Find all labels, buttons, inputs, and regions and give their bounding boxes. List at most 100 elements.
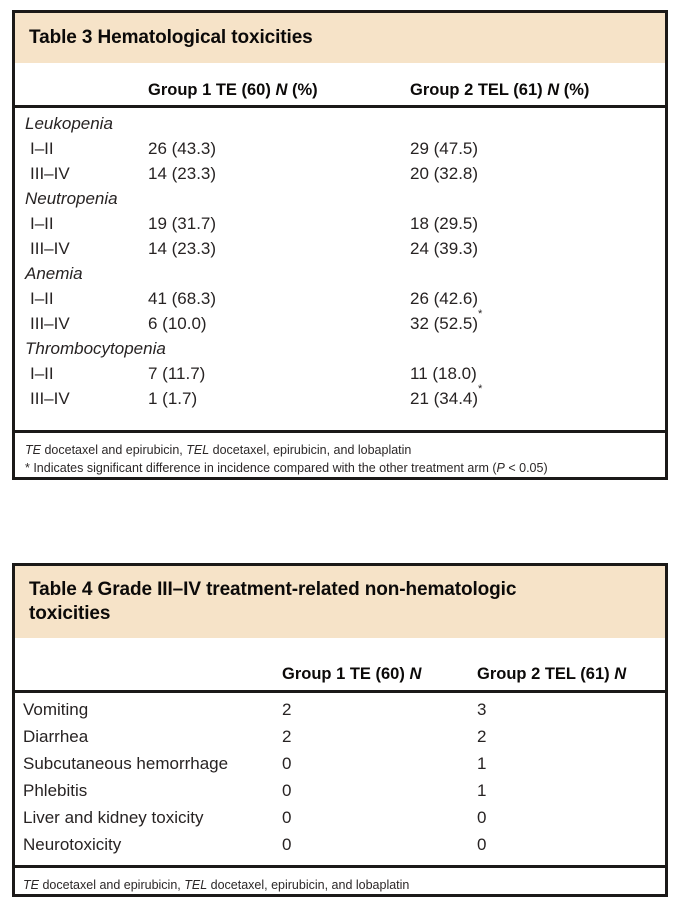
col1-header-n: N bbox=[409, 665, 422, 683]
table-row: Neurotoxicity 0 0 bbox=[15, 831, 665, 858]
table-row: Subcutaneous hemorrhage 0 1 bbox=[15, 750, 665, 777]
row-label: Anemia bbox=[25, 264, 83, 283]
row-value-group2: 21 (34.4)* bbox=[410, 383, 483, 408]
col2-header-pre: Group 2 TEL (61) bbox=[410, 81, 548, 99]
table3-footnote-rule bbox=[15, 430, 665, 433]
row-label: Diarrhea bbox=[23, 727, 89, 746]
table3-card: Table 3 Hematological toxicities Group 1… bbox=[12, 10, 668, 480]
col2-header-n: N bbox=[614, 665, 627, 683]
row-value-group1: 0 bbox=[282, 781, 292, 800]
row-label: Leukopenia bbox=[25, 114, 113, 133]
row-label: I–II bbox=[30, 289, 54, 308]
row-label: Thrombocytopenia bbox=[25, 339, 166, 358]
table4-title: Table 4 Grade III–IV treatment-related n… bbox=[29, 578, 517, 624]
row-value-group1: 14 (23.3) bbox=[148, 239, 217, 258]
row-label: I–II bbox=[30, 214, 54, 233]
row-label: III–IV bbox=[30, 239, 70, 258]
table-row: I–II 7 (11.7) 11 (18.0) bbox=[15, 361, 665, 386]
row-label: Neutropenia bbox=[25, 189, 118, 208]
row-value-group2: 18 (29.5) bbox=[410, 214, 479, 233]
col2-header-n: N bbox=[547, 81, 560, 99]
table-row: I–II 41 (68.3) 26 (42.6) bbox=[15, 286, 665, 311]
col1-header-n: N bbox=[275, 81, 288, 99]
row-value-group1: 0 bbox=[282, 835, 292, 854]
col2-header-post: (%) bbox=[559, 81, 590, 99]
row-value-group1: 2 bbox=[282, 727, 292, 746]
table-row: III–IV 14 (23.3) 24 (39.3) bbox=[15, 236, 665, 261]
table4-footnotes: TE docetaxel and epirubicin, TEL docetax… bbox=[15, 868, 665, 894]
significance-star: * bbox=[478, 383, 483, 396]
row-label: Subcutaneous hemorrhage bbox=[23, 754, 229, 773]
table3-header-rule bbox=[15, 105, 665, 108]
table-row-category: Thrombocytopenia bbox=[15, 336, 665, 361]
table-row: Diarrhea 2 2 bbox=[15, 723, 665, 750]
table3-title: Table 3 Hematological toxicities bbox=[29, 26, 313, 48]
table-row: III–IV 6 (10.0) 32 (52.5)* bbox=[15, 308, 665, 336]
table4-body: Vomiting 2 3 Diarrhea 2 2 Subcutaneous h… bbox=[15, 693, 665, 858]
row-label: III–IV bbox=[30, 389, 70, 408]
table-row: I–II 26 (43.3) 29 (47.5) bbox=[15, 136, 665, 161]
row-value-group1: 7 (11.7) bbox=[148, 364, 206, 383]
row-value-group1: 41 (68.3) bbox=[148, 289, 217, 308]
row-value-group2: 3 bbox=[477, 700, 487, 719]
row-value-group2: 11 (18.0) bbox=[410, 364, 477, 383]
table3-footnote-significance: * Indicates significant difference in in… bbox=[25, 461, 548, 475]
table4-header-rule bbox=[15, 690, 665, 693]
row-value-group2: 0 bbox=[477, 808, 487, 827]
table-row: III–IV 1 (1.7) 21 (34.4)* bbox=[15, 383, 665, 411]
table-row-category: Neutropenia bbox=[15, 186, 665, 211]
row-value-group2: 1 bbox=[477, 781, 487, 800]
row-label: I–II bbox=[30, 364, 54, 383]
row-label: III–IV bbox=[30, 164, 70, 183]
row-value-group2: 0 bbox=[477, 835, 487, 854]
row-label: Liver and kidney toxicity bbox=[23, 808, 204, 827]
table4-title-band: Table 4 Grade III–IV treatment-related n… bbox=[15, 566, 665, 638]
row-label: Neurotoxicity bbox=[23, 835, 122, 854]
row-value-group1: 26 (43.3) bbox=[148, 139, 217, 158]
table3-column-headers: Group 1 TE (60) N (%) Group 2 TEL (61) N… bbox=[15, 63, 665, 105]
col2-header-pre: Group 2 TEL (61) bbox=[477, 665, 615, 683]
table3-col1-header: Group 1 TE (60) N (%) bbox=[148, 81, 410, 100]
table4-column-headers: Group 1 TE (60) N Group 2 TEL (61) N bbox=[15, 638, 665, 690]
table3-footnotes: TE docetaxel and epirubicin, TEL docetax… bbox=[15, 433, 665, 477]
row-value-group2: 32 (52.5)* bbox=[410, 308, 483, 333]
row-value-group1: 2 bbox=[282, 700, 292, 719]
table-row: Liver and kidney toxicity 0 0 bbox=[15, 804, 665, 831]
row-value-group2: 1 bbox=[477, 754, 487, 773]
row-value-group1: 0 bbox=[282, 808, 292, 827]
table4-footnote-rule bbox=[15, 865, 665, 868]
table3-title-band: Table 3 Hematological toxicities bbox=[15, 13, 665, 63]
spacer bbox=[15, 411, 665, 430]
table-row: Phlebitis 0 1 bbox=[15, 777, 665, 804]
col1-header-pre: Group 1 TE (60) bbox=[282, 665, 410, 683]
row-value-group2: 26 (42.6) bbox=[410, 289, 479, 308]
col1-header-pre: Group 1 TE (60) bbox=[148, 81, 276, 99]
table3-body: Leukopenia I–II 26 (43.3) 29 (47.5) III–… bbox=[15, 108, 665, 411]
col1-header-post: (%) bbox=[287, 81, 318, 99]
row-value-group2: 20 (32.8) bbox=[410, 164, 479, 183]
row-value-group2: 29 (47.5) bbox=[410, 139, 479, 158]
table3-col2-header: Group 2 TEL (61) N (%) bbox=[410, 81, 655, 100]
row-label: Vomiting bbox=[23, 700, 89, 719]
row-value-group2: 24 (39.3) bbox=[410, 239, 479, 258]
table-row: III–IV 14 (23.3) 20 (32.8) bbox=[15, 161, 665, 186]
row-value-group1: 6 (10.0) bbox=[148, 314, 207, 333]
table4-col2-header: Group 2 TEL (61) N bbox=[477, 665, 657, 684]
table-row: Vomiting 2 3 bbox=[15, 696, 665, 723]
table4-col1-header: Group 1 TE (60) N bbox=[282, 665, 477, 684]
table-row-category: Anemia bbox=[15, 261, 665, 286]
significance-star: * bbox=[478, 308, 483, 321]
table4-footnote-abbrev: TE docetaxel and epirubicin, TEL docetax… bbox=[23, 878, 410, 892]
row-value-group1: 14 (23.3) bbox=[148, 164, 217, 183]
row-label: III–IV bbox=[30, 314, 70, 333]
row-label: Phlebitis bbox=[23, 781, 88, 800]
row-value-group1: 0 bbox=[282, 754, 292, 773]
row-value-group1: 19 (31.7) bbox=[148, 214, 217, 233]
row-value-group1: 1 (1.7) bbox=[148, 389, 198, 408]
table-row: I–II 19 (31.7) 18 (29.5) bbox=[15, 211, 665, 236]
row-value-group2: 2 bbox=[477, 727, 487, 746]
spacer bbox=[15, 858, 665, 865]
table-row-category: Leukopenia bbox=[15, 111, 665, 136]
table4-card: Table 4 Grade III–IV treatment-related n… bbox=[12, 563, 668, 897]
